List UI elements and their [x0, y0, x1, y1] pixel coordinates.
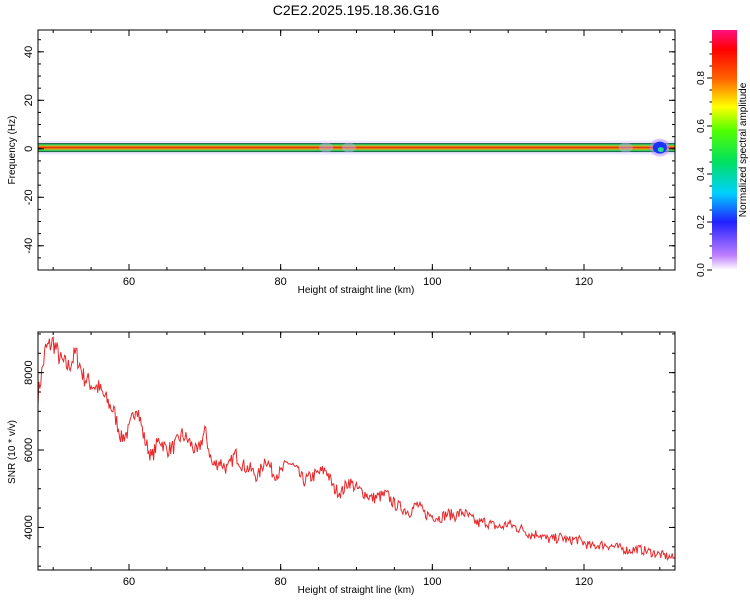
- colorbar-tick-label: 0.6: [696, 119, 707, 133]
- spectrogram-y-tick-label: 0: [23, 146, 35, 152]
- spectral-blobs: [319, 138, 670, 157]
- snr-x-tick-label: 60: [123, 576, 135, 588]
- figure-title: C2E2.2025.195.18.36.G16: [273, 2, 440, 18]
- spectrogram-y-tick-label: -20: [23, 189, 35, 205]
- spectrogram-panel: 60 80 100 120 40 20 0 -20 -40 Height of straight…: [7, 29, 676, 296]
- colorbar-tick-label: 0.0: [696, 263, 707, 277]
- snr-y-tick-label: 6000: [23, 438, 35, 462]
- snr-panel: 60 80 100 120 8000 6000 4000 Height of straigh…: [7, 331, 676, 596]
- colorbar: 0.0 0.2 0.4 0.6 0.8 Normalized spectral ampl…: [696, 30, 749, 277]
- colorbar-label: Normalized spectral amplitude: [738, 82, 749, 217]
- snr-y-tick-label: 4000: [23, 515, 35, 539]
- snr-y-tick-label: 8000: [23, 360, 35, 384]
- colorbar-tick-label: 0.2: [696, 215, 707, 229]
- spectrogram-y-tick-label: 20: [23, 94, 35, 106]
- colorbar-tick-label: 0.4: [696, 167, 707, 181]
- spectrogram-x-tick-label: 120: [575, 276, 593, 288]
- spectral-band: [38, 143, 675, 153]
- snr-ticks: 60 80 100 120 8000 6000 4000: [23, 332, 675, 588]
- snr-frame: [37, 331, 676, 571]
- colorbar-tick-label: 0.8: [696, 71, 707, 85]
- snr-x-tick-label: 120: [575, 576, 593, 588]
- faint-blob: [618, 142, 633, 153]
- snr-series-line: [38, 336, 675, 561]
- snr-x-label: Height of straight line (km): [298, 585, 415, 596]
- snr-x-tick-label: 80: [275, 576, 287, 588]
- spectrogram-x-tick-label: 100: [423, 276, 441, 288]
- faint-blob: [319, 142, 334, 153]
- spectrogram-ticks: 60 80 100 120 40 20 0 -20 -40: [23, 30, 675, 288]
- end-blob-core: [657, 147, 664, 153]
- snr-y-label: SNR (10 * v/v): [7, 420, 18, 484]
- spectrogram-y-tick-label: -40: [23, 238, 35, 254]
- spectrogram-y-label: Frequency (Hz): [7, 116, 18, 185]
- snr-x-tick-label: 100: [423, 576, 441, 588]
- spectrogram-x-tick-label: 80: [275, 276, 287, 288]
- faint-blob: [341, 142, 356, 153]
- spectrogram-x-tick-label: 60: [123, 276, 135, 288]
- colorbar-gradient: [712, 30, 737, 270]
- colorbar-ticks: 0.0 0.2 0.4 0.6 0.8: [696, 41, 712, 277]
- spectrogram-plot-area: [38, 138, 675, 157]
- spectrogram-x-label: Height of straight line (km): [298, 285, 415, 296]
- spectrogram-y-tick-label: 40: [23, 46, 35, 58]
